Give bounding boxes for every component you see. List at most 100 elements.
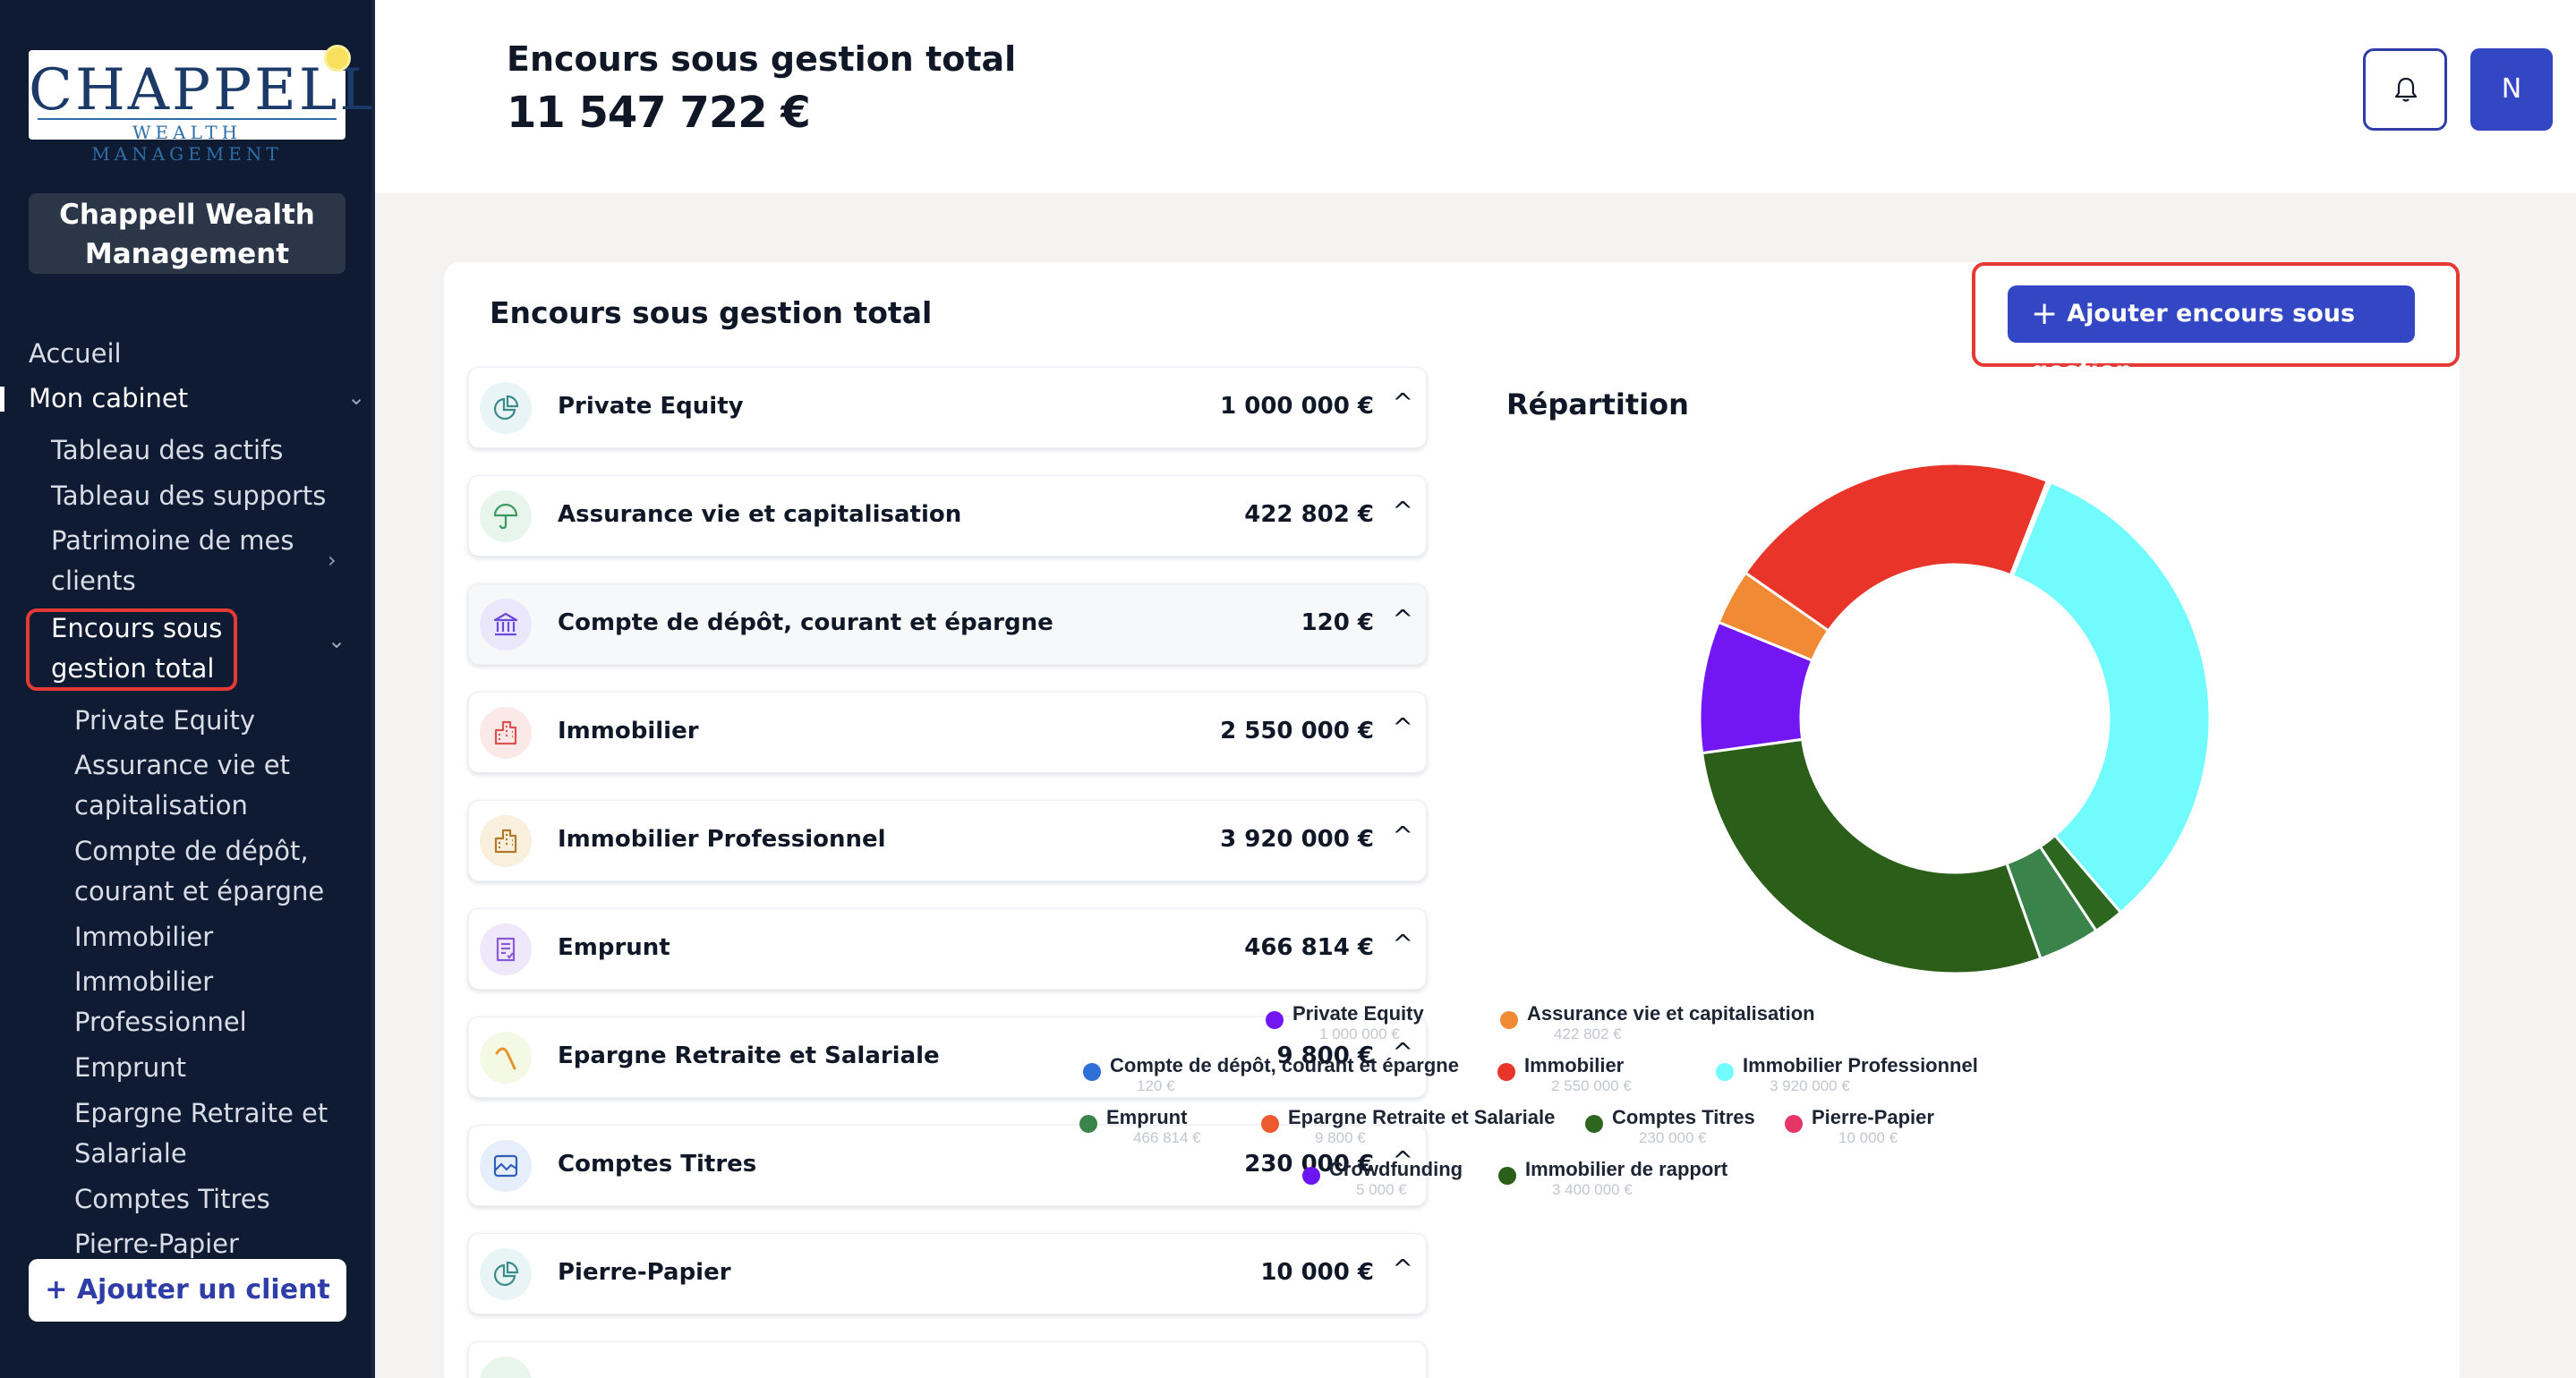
donut-slice[interactable] bbox=[1744, 462, 2050, 633]
chevron-up-icon[interactable]: ^ bbox=[1392, 1254, 1413, 1283]
legend-dot bbox=[1716, 1063, 1734, 1081]
legend-label: Emprunt bbox=[1106, 1106, 1188, 1128]
trend-curve-icon bbox=[480, 1032, 532, 1084]
row-label: Private Equity bbox=[558, 393, 744, 420]
sidebar-edge bbox=[371, 0, 375, 1378]
nav-subitem-epargne-retraite[interactable]: Epargne Retraite et Salariale bbox=[74, 1098, 328, 1169]
legend-label: Private Equity bbox=[1292, 1002, 1424, 1025]
legend-label: Crowdfunding bbox=[1329, 1158, 1463, 1180]
chevron-up-icon[interactable]: ^ bbox=[1392, 712, 1413, 742]
plus-icon: + bbox=[2031, 295, 2059, 332]
nav-subitem-private-equity[interactable]: Private Equity bbox=[74, 705, 256, 736]
row-label: Immobilier bbox=[558, 718, 699, 744]
highlight-box bbox=[26, 608, 237, 691]
nav-subitem-emprunt[interactable]: Emprunt bbox=[74, 1052, 187, 1083]
chevron-down-icon[interactable]: ⌄ bbox=[347, 385, 366, 410]
row-icon bbox=[480, 1357, 532, 1378]
nav-item-accueil[interactable]: Accueil bbox=[29, 338, 122, 369]
legend-dot bbox=[1498, 1167, 1516, 1185]
donut-slice[interactable] bbox=[2010, 480, 2052, 578]
nav-item-tableau-supports[interactable]: Tableau des supports bbox=[51, 481, 327, 511]
nav-item-patrimoine[interactable]: Patrimoine de mes clients bbox=[51, 525, 294, 596]
asset-row[interactable]: Private Equity 1 000 000 € ^ bbox=[468, 367, 1427, 448]
encours-card: Encours sous gestion total + Ajouter enco… bbox=[444, 262, 2460, 1378]
chevron-right-icon[interactable]: › bbox=[328, 548, 337, 573]
asset-row[interactable]: Emprunt 466 814 € ^ bbox=[468, 908, 1427, 990]
repartition-title: Répartition bbox=[1506, 387, 1689, 421]
legend-label: Assurance vie et capitalisation bbox=[1527, 1002, 1815, 1025]
nav-item-tableau-actifs[interactable]: Tableau des actifs bbox=[51, 435, 284, 465]
organization-name: Chappell Wealth Management bbox=[29, 193, 345, 274]
row-value: 3 920 000 € bbox=[1220, 826, 1374, 853]
asset-row[interactable]: Pierre-Papier 10 000 € ^ bbox=[468, 1233, 1427, 1314]
nav-subitem-immobilier[interactable]: Immobilier bbox=[74, 922, 214, 952]
legend-dot bbox=[1079, 1115, 1097, 1133]
plus-icon: + bbox=[45, 1274, 77, 1306]
chevron-down-icon[interactable]: ⌄ bbox=[328, 628, 346, 653]
asset-row[interactable]: Comptes Titres 230 000 € ^ bbox=[468, 1125, 1427, 1206]
nav-subitem-immobilier-pro[interactable]: Immobilier Professionnel bbox=[74, 966, 247, 1037]
legend-value: 120 € bbox=[1137, 1077, 1175, 1094]
active-indicator bbox=[0, 387, 4, 412]
nav-subitem-pierre-papier[interactable]: Pierre-Papier bbox=[74, 1229, 239, 1259]
legend-value: 2 550 000 € bbox=[1551, 1077, 1632, 1094]
chevron-up-icon[interactable]: ^ bbox=[1392, 496, 1413, 525]
chevron-up-icon[interactable]: ^ bbox=[1392, 929, 1413, 958]
legend-value: 5 000 € bbox=[1356, 1181, 1407, 1198]
donut-slice[interactable] bbox=[1700, 737, 2043, 975]
nav-subitem-compte-depot[interactable]: Compte de dépôt, courant et épargne bbox=[74, 836, 325, 906]
total-amount: 11 547 722 € bbox=[507, 88, 811, 138]
row-label: Epargne Retraite et Salariale bbox=[558, 1042, 940, 1069]
legend-value: 422 802 € bbox=[1554, 1025, 1622, 1042]
umbrella-icon bbox=[480, 490, 532, 542]
row-value: 120 € bbox=[1301, 609, 1374, 636]
company-logo[interactable]: CHAPPELL WEALTH MANAGEMENT bbox=[29, 45, 375, 165]
page-title: Encours sous gestion total bbox=[507, 39, 1017, 79]
row-value: 466 814 € bbox=[1244, 934, 1374, 961]
legend-label: Comptes Titres bbox=[1612, 1106, 1755, 1128]
add-client-label: Ajouter un client bbox=[76, 1274, 330, 1306]
row-label: Pierre-Papier bbox=[558, 1259, 731, 1286]
asset-row[interactable]: Immobilier Professionnel 3 920 000 € ^ bbox=[468, 800, 1427, 881]
chevron-up-icon[interactable]: ^ bbox=[1392, 604, 1413, 634]
legend-value: 10 000 € bbox=[1838, 1129, 1898, 1146]
chevron-up-icon[interactable]: ^ bbox=[1392, 821, 1413, 850]
nav-subitem-comptes-titres[interactable]: Comptes Titres bbox=[74, 1184, 270, 1214]
legend-label: Immobilier de rapport bbox=[1525, 1158, 1728, 1180]
nav-item-encours[interactable]: Encours sous gestion total bbox=[51, 613, 223, 684]
legend-label: Immobilier Professionnel bbox=[1743, 1054, 1978, 1076]
asset-row[interactable]: Compte de dépôt, courant et épargne 120 … bbox=[468, 583, 1427, 665]
nav-item-mon-cabinet[interactable]: Mon cabinet bbox=[29, 383, 189, 413]
chevron-up-icon[interactable]: ^ bbox=[1392, 387, 1413, 417]
add-client-button[interactable]: + Ajouter un client bbox=[29, 1259, 346, 1322]
office-building-icon bbox=[480, 815, 532, 867]
bell-icon bbox=[2394, 77, 2418, 102]
row-value: 2 550 000 € bbox=[1220, 718, 1374, 744]
notifications-button[interactable] bbox=[2363, 48, 2447, 131]
asset-row[interactable]: Assurance vie et capitalisation 422 802 … bbox=[468, 475, 1427, 557]
add-encours-button[interactable]: + Ajouter encours sous gestion bbox=[2008, 285, 2415, 385]
asset-row[interactable]: Immobilier 2 550 000 € ^ bbox=[468, 692, 1427, 773]
row-label: Assurance vie et capitalisation bbox=[558, 501, 962, 528]
document-icon bbox=[480, 923, 532, 975]
highlight-box bbox=[1972, 262, 2460, 367]
row-label: Immobilier Professionnel bbox=[558, 826, 886, 853]
legend-value: 466 814 € bbox=[1133, 1129, 1201, 1146]
legend-dot bbox=[1585, 1115, 1603, 1133]
pie-chart-icon bbox=[480, 382, 532, 434]
donut-slice[interactable] bbox=[2010, 480, 2212, 914]
user-avatar[interactable]: N bbox=[2470, 48, 2553, 131]
page-header: Encours sous gestion total 11 547 722 € … bbox=[375, 0, 2576, 193]
legend-value: 3 400 000 € bbox=[1552, 1181, 1633, 1198]
asset-row[interactable] bbox=[468, 1341, 1427, 1378]
legend-dot bbox=[1785, 1115, 1803, 1133]
legend-label: Immobilier bbox=[1524, 1054, 1625, 1076]
chevron-up-icon[interactable]: ^ bbox=[1392, 1037, 1413, 1067]
row-value: 422 802 € bbox=[1244, 501, 1374, 528]
nav-subitem-assurance-vie[interactable]: Assurance vie et capitalisation bbox=[74, 750, 291, 821]
asset-row[interactable]: Epargne Retraite et Salariale 9 800 € ^ bbox=[468, 1016, 1427, 1098]
logo-wordmark: CHAPPELL bbox=[29, 57, 375, 123]
donut-chart bbox=[1698, 462, 2212, 975]
legend-value: 1 000 000 € bbox=[1319, 1025, 1400, 1042]
chevron-up-icon[interactable]: ^ bbox=[1392, 1145, 1413, 1175]
